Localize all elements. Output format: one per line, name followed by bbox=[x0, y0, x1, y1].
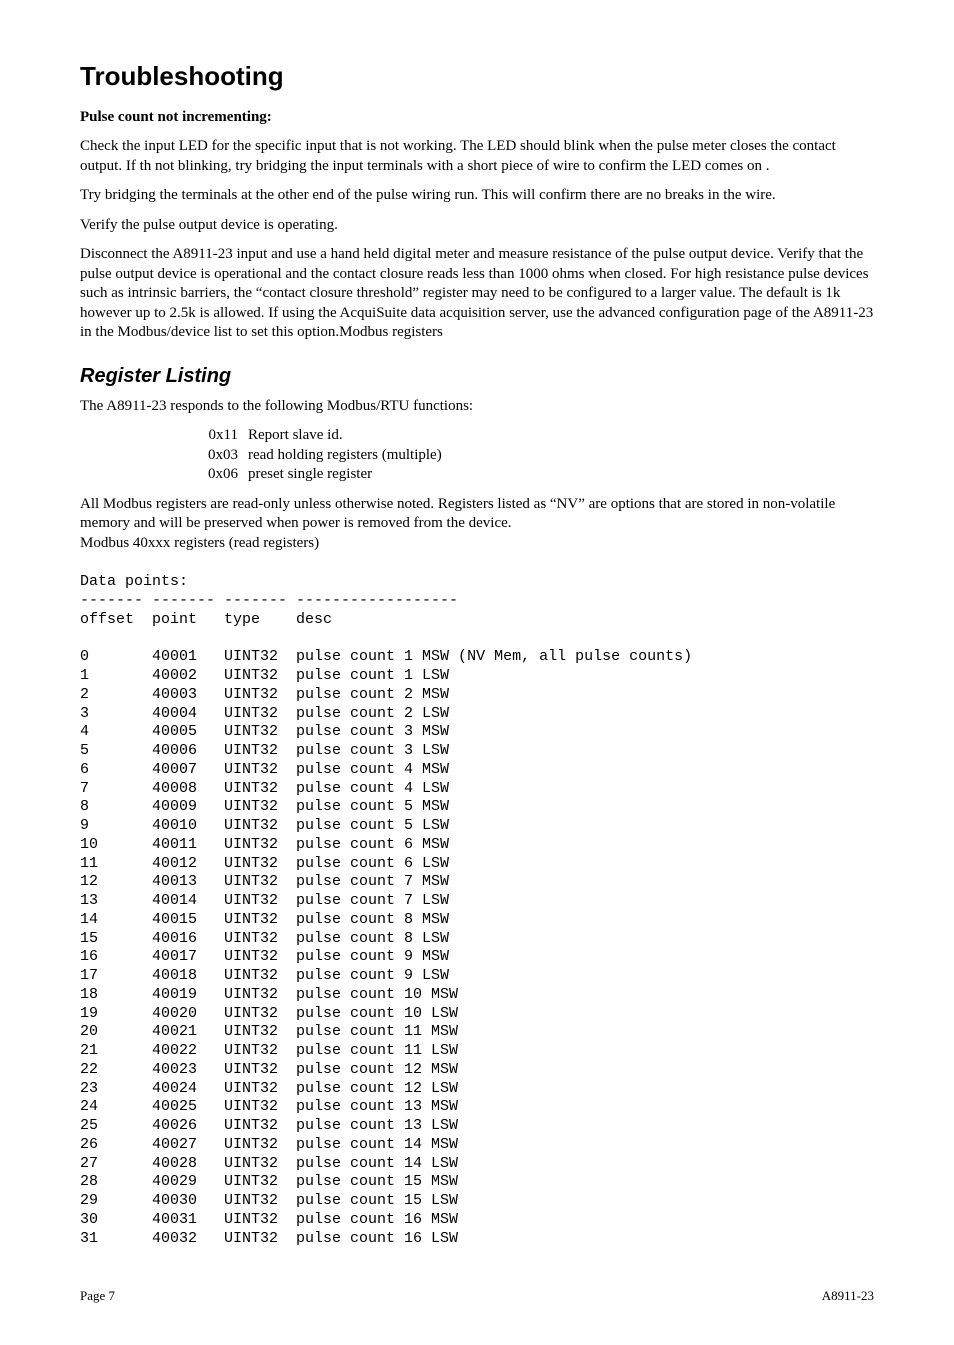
paragraph-verify: Verify the pulse output device is operat… bbox=[80, 216, 874, 236]
heading-register-listing: Register Listing bbox=[80, 363, 874, 389]
subheading-pulse: Pulse count not incrementing: bbox=[80, 108, 874, 128]
paragraph-check-led: Check the input LED for the specific inp… bbox=[80, 137, 874, 176]
function-code: 0x11 bbox=[190, 426, 248, 446]
paragraph-40xxx: Modbus 40xxx registers (read registers) bbox=[80, 534, 874, 554]
function-row: 0x06 preset single register bbox=[190, 465, 874, 485]
function-desc: preset single register bbox=[248, 465, 372, 485]
register-table: Data points: ------- ------- ------- ---… bbox=[80, 573, 874, 1248]
function-list: 0x11 Report slave id. 0x03 read holding … bbox=[190, 426, 874, 485]
heading-troubleshooting: Troubleshooting bbox=[80, 60, 874, 94]
function-desc: Report slave id. bbox=[248, 426, 343, 446]
function-code: 0x03 bbox=[190, 446, 248, 466]
paragraph-readonly: All Modbus registers are read-only unles… bbox=[80, 495, 874, 534]
page-footer: Page 7 A8911-23 bbox=[80, 1288, 874, 1305]
function-row: 0x03 read holding registers (multiple) bbox=[190, 446, 874, 466]
function-desc: read holding registers (multiple) bbox=[248, 446, 442, 466]
footer-model: A8911-23 bbox=[822, 1288, 874, 1305]
function-row: 0x11 Report slave id. bbox=[190, 426, 874, 446]
paragraph-disconnect: Disconnect the A8911-23 input and use a … bbox=[80, 245, 874, 343]
paragraph-bridging: Try bridging the terminals at the other … bbox=[80, 186, 874, 206]
function-code: 0x06 bbox=[190, 465, 248, 485]
footer-page: Page 7 bbox=[80, 1288, 115, 1305]
paragraph-responds: The A8911-23 responds to the following M… bbox=[80, 397, 874, 417]
